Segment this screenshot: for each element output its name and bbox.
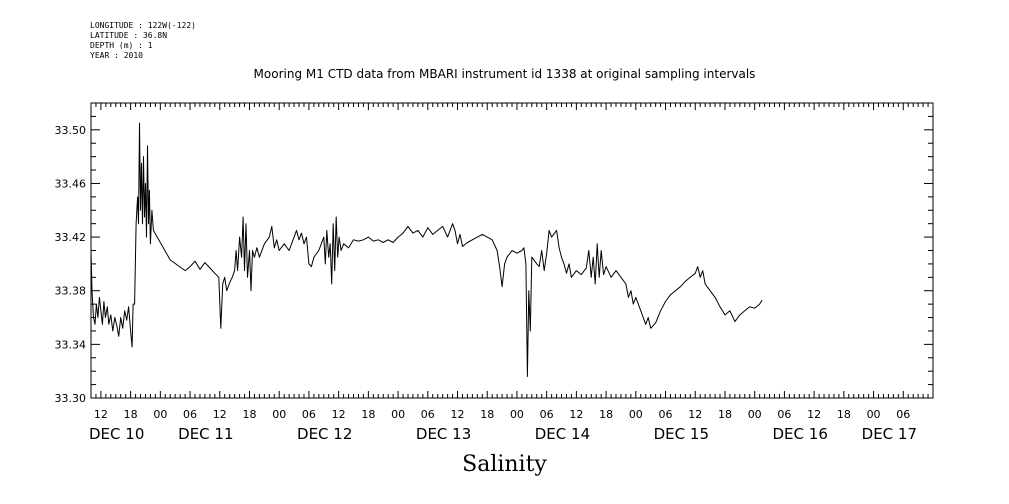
y-tick-label: 33.46 bbox=[55, 177, 87, 190]
x-tick-label: 12 bbox=[688, 408, 702, 421]
x-tick-label: 06 bbox=[777, 408, 791, 421]
x-tick-label: 06 bbox=[421, 408, 435, 421]
x-tick-label: 00 bbox=[629, 408, 643, 421]
x-tick-label: 18 bbox=[361, 408, 375, 421]
x-tick-label: 06 bbox=[183, 408, 197, 421]
x-tick-label: 18 bbox=[599, 408, 613, 421]
x-tick-label: 00 bbox=[153, 408, 167, 421]
longitude-label: LONGITUDE : 122W(-122) bbox=[90, 21, 196, 30]
x-day-label: DEC 10 bbox=[89, 425, 144, 443]
x-tick-label: 12 bbox=[807, 408, 821, 421]
y-tick-label: 33.30 bbox=[55, 392, 87, 405]
x-tick-label: 12 bbox=[569, 408, 583, 421]
x-day-label: DEC 14 bbox=[535, 425, 590, 443]
x-tick-label: 00 bbox=[391, 408, 405, 421]
x-tick-label: 18 bbox=[480, 408, 494, 421]
x-tick-label: 12 bbox=[332, 408, 346, 421]
x-tick-label: 18 bbox=[124, 408, 138, 421]
year-label: YEAR : 2010 bbox=[90, 51, 143, 60]
x-tick-label: 06 bbox=[896, 408, 910, 421]
y-tick-label: 33.50 bbox=[55, 124, 87, 137]
x-tick-label: 06 bbox=[659, 408, 673, 421]
x-day-label: DEC 12 bbox=[297, 425, 352, 443]
y-tick-label: 33.38 bbox=[55, 285, 87, 298]
latitude-label: LATITUDE : 36.8N bbox=[90, 31, 168, 40]
x-tick-label: 00 bbox=[748, 408, 762, 421]
y-tick-label: 33.34 bbox=[55, 338, 87, 351]
x-day-label: DEC 16 bbox=[773, 425, 828, 443]
x-day-label: DEC 17 bbox=[862, 425, 917, 443]
x-tick-label: 18 bbox=[718, 408, 732, 421]
x-tick-label: 12 bbox=[94, 408, 108, 421]
salinity-series-line bbox=[90, 122, 763, 377]
x-tick-label: 18 bbox=[837, 408, 851, 421]
x-axis-label: Salinity bbox=[462, 452, 547, 477]
metadata-block: LONGITUDE : 122W(-122) LATITUDE : 36.8N … bbox=[90, 21, 196, 61]
x-tick-label: 12 bbox=[451, 408, 465, 421]
x-tick-label: 18 bbox=[242, 408, 256, 421]
chart-title: Mooring M1 CTD data from MBARI instrumen… bbox=[253, 67, 756, 81]
x-day-label: DEC 15 bbox=[654, 425, 709, 443]
depth-label: DEPTH (m) : 1 bbox=[90, 41, 153, 50]
x-tick-label: 00 bbox=[867, 408, 881, 421]
x-tick-label: 00 bbox=[272, 408, 286, 421]
x-day-label: DEC 13 bbox=[416, 425, 471, 443]
x-tick-label: 06 bbox=[540, 408, 554, 421]
x-tick-label: 12 bbox=[213, 408, 227, 421]
y-tick-label: 33.42 bbox=[55, 231, 87, 244]
x-tick-label: 00 bbox=[510, 408, 524, 421]
x-tick-label: 06 bbox=[302, 408, 316, 421]
x-day-label: DEC 11 bbox=[178, 425, 233, 443]
